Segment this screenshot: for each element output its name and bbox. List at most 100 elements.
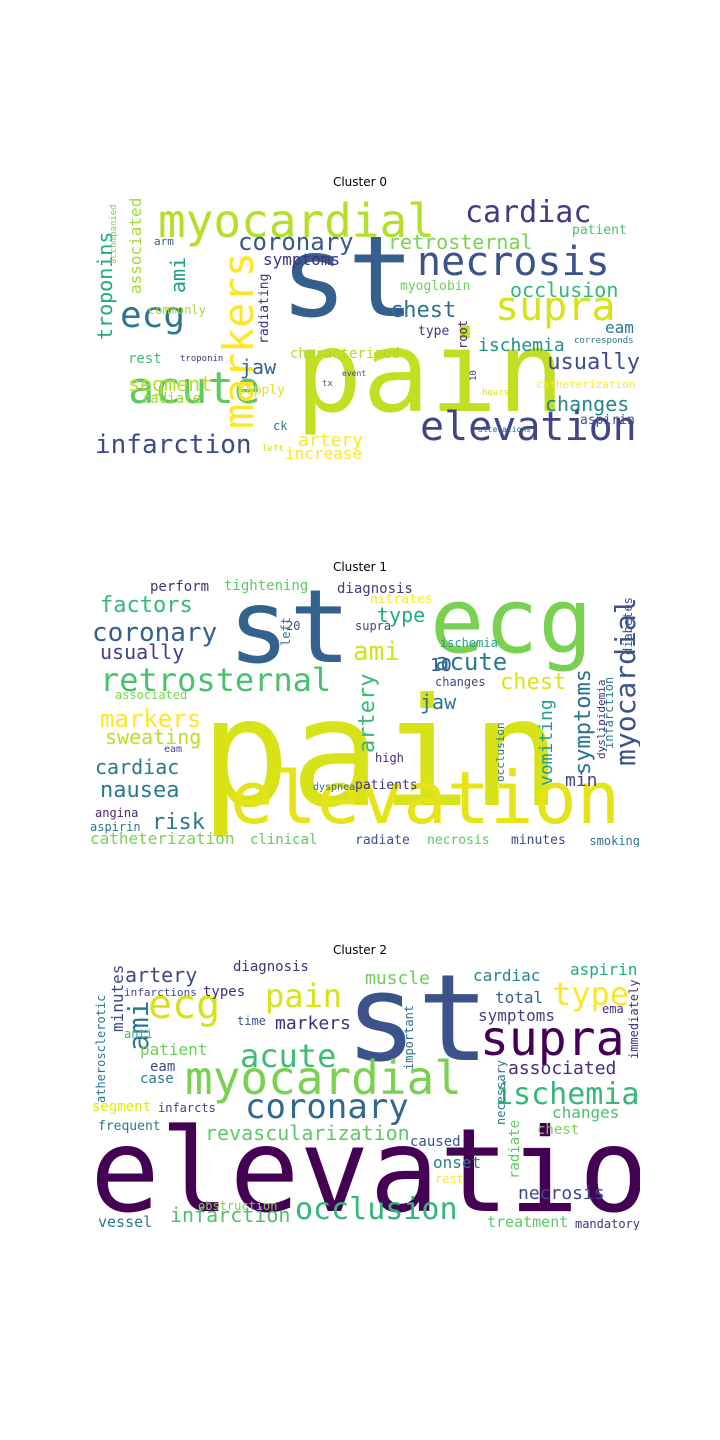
word-patient: patient [140,1040,208,1059]
word-associated: associated [126,197,145,295]
word-acute: acute [435,648,508,676]
word-ema: ema [602,1002,624,1016]
word-ischemia: ischemia [440,636,498,650]
word-rest: rest [128,351,162,367]
word-eam: eam [164,744,183,755]
word-jaw: jaw [240,355,277,379]
word-infarction: infarction [95,430,252,460]
word-symptoms: symptoms [571,668,596,775]
word-radiate: radiate [142,391,202,407]
word-20: 20 [286,619,301,633]
word-ami: ami [166,256,190,294]
word-anti: anti [124,1027,153,1041]
word-ecg: ecg [430,577,593,674]
word-chest: chest [500,670,567,695]
word-troponin: troponin [180,354,224,364]
word-elevation: elevation [420,404,637,450]
word-left: left [262,444,284,454]
word-coronary: coronary [245,1087,409,1127]
word-min: min [565,770,598,791]
word-supra: supra [480,1011,625,1067]
word-myoglobin: myoglobin [400,279,471,294]
word-patient: patient [572,223,627,238]
word-type: type [418,324,450,339]
word-type: type [552,975,630,1013]
word-onset: onset [433,1153,482,1172]
word-obstruction: obstruction [198,1199,278,1213]
word-pain: pain [265,977,343,1015]
word-associated: associated [508,1058,617,1079]
word-elevation: elevation [230,756,621,840]
word-st: st [280,213,415,343]
word-diagnosis: diagnosis [337,581,413,597]
word-ecg: ecg [148,982,221,1028]
word-muscle: muscle [365,968,431,989]
word-artery: artery [298,430,364,451]
word-cardiac: cardiac [95,755,180,779]
word-time: time [237,1014,266,1028]
word-ami: ami [353,637,400,667]
word-jaw: jaw [420,690,457,714]
word-alterations: alterations [478,425,531,434]
word-necrosis: necrosis [417,239,610,285]
word-aspirin: aspirin [90,820,141,834]
word-vomiting: vomiting [536,698,557,786]
word-symptoms: symptoms [478,1006,556,1025]
word-frequent: frequent [98,1119,161,1134]
word-pain: pain [200,667,562,841]
word-occlusion: occlusion [295,1192,458,1227]
word-markers: markers [100,705,202,733]
word-minutes: minutes [511,833,566,847]
word-ischemia: ischemia [495,1077,640,1112]
word-arm: arm [154,235,174,248]
word-treatment: treatment [487,1213,569,1230]
word-angina: angina [95,806,139,820]
word-10: 10 [469,369,479,381]
word-ck: ck [273,419,288,433]
word-commonly: commonly [148,303,206,317]
word-cardiac: cardiac [473,966,541,985]
word-case: case [140,1071,174,1087]
word-supply: supply [238,383,285,398]
word-10: 10 [430,655,452,676]
word-st: st [228,577,351,687]
word-necrosis: necrosis [427,833,490,847]
word-myocardial: myocardial [185,1051,462,1105]
word-perform: perform [150,579,210,595]
word-risk: risk [152,810,205,835]
word-usually: usually [547,350,640,375]
word-rest: rest [435,1172,464,1186]
word-usually: usually [100,640,185,664]
word-vessel: vessel [98,1213,153,1230]
word-infarcts: infarcts [158,1101,216,1115]
word-cloud-panel: st pain myocardial elevation necrosis acute su… [90,192,640,462]
word-type: type [377,603,426,627]
word-retrosternal: retrosternal [388,230,533,254]
word-tx: tx [322,379,333,389]
word-occlusion: occlusion [510,278,619,302]
word-changes: changes [545,392,630,416]
word-infarction: infarction [170,1203,291,1227]
word-infarctions: infarctions [124,986,197,999]
word-radiating: radiating [257,273,272,345]
word-corresponds: corresponds [574,336,634,346]
word-nausea: nausea [100,778,180,803]
word-cloud-panel: pain st ecg elevation retrosternal myocardial… [90,577,640,847]
word-accompanied: accompanied [109,203,119,264]
word-tightening: tightening [224,578,309,594]
word-ischemia: ischemia [478,335,565,356]
word-dyslipidemia: dyslipidemia [595,679,608,760]
word-event: event [342,369,367,378]
word-supra: supra [495,284,616,330]
word-radiate: radiate [507,1119,523,1179]
word-artery: artery [125,963,198,987]
word-radiate: radiate [355,833,410,847]
word-associated: associated [115,688,188,702]
word-segment: segment [92,1099,152,1115]
word-acute: acute [128,363,261,414]
word-sweating: sweating [105,725,202,749]
word-necessary: necessary [494,1059,508,1126]
word-markers: markers [214,251,263,429]
word-nitrates: nitrates [370,592,433,607]
